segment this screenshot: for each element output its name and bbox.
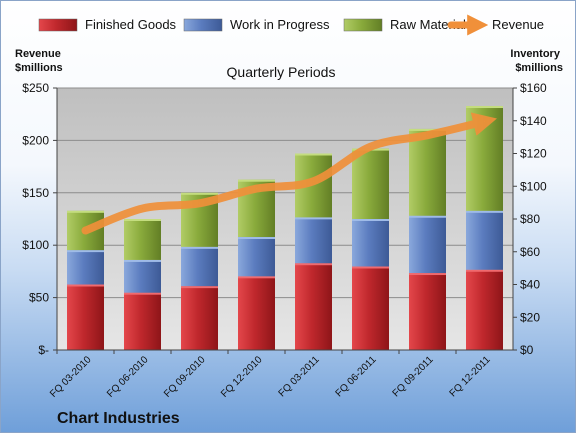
right-tick-label: $40 <box>520 278 540 292</box>
legend-swatch-finished-goods <box>38 18 78 32</box>
bar-raw-materials-top <box>409 128 446 131</box>
bar-raw-materials-top <box>181 192 218 195</box>
bar-finished-goods-top <box>295 263 332 266</box>
bar-work-in-progress <box>466 210 503 270</box>
revenue-point <box>85 230 86 232</box>
revenue-point <box>313 180 314 182</box>
bar-finished-goods <box>67 284 104 350</box>
bar-work-in-progress <box>238 237 275 277</box>
bar-work-in-progress-top <box>124 259 161 262</box>
revenue-point <box>256 188 257 190</box>
x-tick-label: FQ 03-2010 <box>48 354 94 400</box>
chart-title: Quarterly Periods <box>227 64 336 80</box>
bar-work-in-progress <box>295 217 332 264</box>
bar-work-in-progress-top <box>295 217 332 220</box>
bar-work-in-progress <box>352 219 389 267</box>
left-axis-label: Revenue $millions <box>15 48 64 74</box>
bar-finished-goods-top <box>238 276 275 279</box>
company-name: Chart Industries <box>57 410 180 427</box>
bar-finished-goods-top <box>67 284 104 287</box>
legend: Finished Goods Work in Progress Raw Materi… <box>38 14 544 36</box>
bar-finished-goods-top <box>181 286 218 289</box>
left-ticks: $- $50 $100 $150 $200 $250 <box>22 81 57 357</box>
bar-raw-materials-top <box>67 210 104 213</box>
bar-work-in-progress-top <box>409 215 446 218</box>
revenue-series-line <box>81 112 497 235</box>
bar-work-in-progress-top <box>67 250 104 253</box>
revenue-point <box>370 146 371 148</box>
bar-finished-goods-top <box>466 269 503 272</box>
x-ticks: FQ 03-2010 FQ 06-2010 FQ 09-2010 FQ 12-2010… <box>48 350 493 400</box>
revenue-point <box>142 208 143 210</box>
bar-finished-goods <box>295 263 332 350</box>
bar-raw-materials-top <box>124 219 161 221</box>
legend-swatch-raw-materials <box>343 18 383 32</box>
bar-raw-materials <box>352 148 389 219</box>
x-tick-label: FQ 12-2010 <box>219 354 265 400</box>
revenue-point <box>199 202 200 204</box>
legend-swatch-work-in-progress <box>183 18 223 32</box>
x-tick-label: FQ 06-2011 <box>334 354 379 399</box>
left-tick-label: $150 <box>22 186 49 200</box>
right-tick-label: $160 <box>520 81 547 95</box>
revenue-point <box>427 134 428 136</box>
bar-finished-goods <box>238 276 275 350</box>
right-tick-label: $140 <box>520 114 547 128</box>
left-tick-label: $200 <box>22 133 49 147</box>
right-tick-label: $0 <box>520 343 534 357</box>
bar-raw-materials-top <box>295 153 332 156</box>
x-tick-label: FQ 09-2011 <box>391 354 436 399</box>
bar-work-in-progress-top <box>238 237 275 240</box>
right-tick-label: $120 <box>520 147 547 161</box>
bar-raw-materials-top <box>466 106 503 109</box>
bar-work-in-progress-top <box>181 246 218 249</box>
right-tick-label: $80 <box>520 212 540 226</box>
revenue-point <box>484 121 485 123</box>
bar-raw-materials-top <box>238 179 275 182</box>
bar-finished-goods-top <box>409 273 446 276</box>
left-tick-label: $100 <box>22 238 49 252</box>
x-tick-label: FQ 12-2011 <box>448 354 493 399</box>
bar-finished-goods <box>466 269 503 350</box>
x-tick-label: FQ 03-2011 <box>277 354 322 399</box>
bar-work-in-progress <box>409 215 446 274</box>
right-tick-label: $100 <box>520 179 547 193</box>
bar-work-in-progress <box>181 246 218 287</box>
right-axis-label: Inventory $millions <box>510 48 563 74</box>
bar-finished-goods <box>181 286 218 350</box>
left-tick-label: $50 <box>29 291 49 305</box>
right-ticks: $0 $20 $40 $60 $80 $100 $120 $140 $160 <box>513 81 547 357</box>
left-tick-label: $250 <box>22 81 49 95</box>
bar-work-in-progress-top <box>352 219 389 221</box>
legend-label: Revenue <box>492 17 544 32</box>
right-tick-label: $60 <box>520 245 540 259</box>
bar-finished-goods <box>409 273 446 350</box>
legend-label: Work in Progress <box>230 17 330 32</box>
bar-work-in-progress <box>67 250 104 285</box>
legend-label: Finished Goods <box>85 17 177 32</box>
bar-raw-materials <box>409 128 446 216</box>
revenue-line <box>81 112 497 235</box>
bar-finished-goods <box>124 292 161 350</box>
bar-work-in-progress-top <box>466 210 503 213</box>
right-tick-label: $20 <box>520 310 540 324</box>
x-tick-label: FQ 09-2010 <box>162 354 208 400</box>
bar-raw-materials <box>124 219 161 260</box>
bar-finished-goods-top <box>352 266 389 269</box>
left-tick-label: $- <box>38 343 49 357</box>
x-tick-label: FQ 06-2010 <box>105 354 151 400</box>
bar-finished-goods <box>352 266 389 350</box>
bar-finished-goods-top <box>124 292 161 295</box>
bar-work-in-progress <box>124 259 161 293</box>
